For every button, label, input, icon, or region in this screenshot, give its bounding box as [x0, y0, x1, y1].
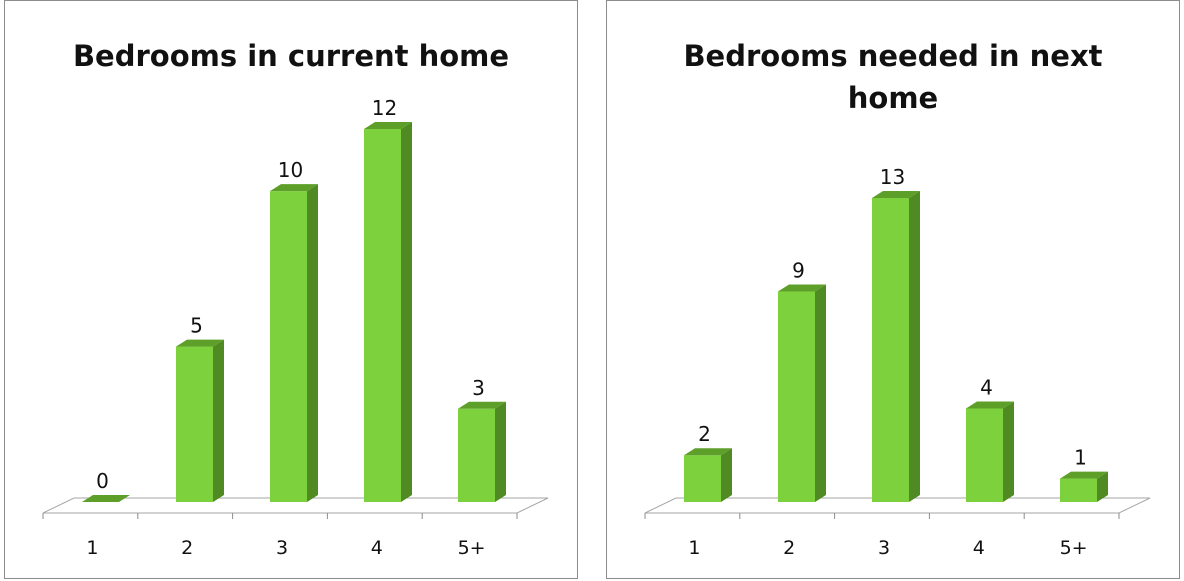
chart-panel-current-home: Bedrooms in current home 0 1 5 2 10 3 12 4 3 5+ [4, 0, 578, 579]
x-tick-label: 2 [783, 537, 795, 559]
bar-1 [684, 448, 732, 502]
bar-front [458, 408, 495, 502]
chart-title: Bedrooms in current home [72, 39, 510, 73]
bar-top [364, 122, 412, 129]
bar-top [82, 495, 130, 502]
bar-1 [82, 495, 130, 502]
bar-chart-next-home: 2 1 9 2 13 3 4 4 1 5+ [644, 165, 1151, 559]
bar-top [966, 401, 1014, 409]
data-label: 2 [698, 422, 711, 446]
x-tick-label: 2 [181, 537, 193, 559]
bar-top [270, 184, 318, 192]
x-tick-label: 1 [688, 537, 700, 559]
x-tick-label: 4 [973, 537, 985, 559]
bar-top [778, 284, 826, 292]
bar-front [364, 129, 401, 502]
bar-chart-current-home: 0 1 5 2 10 3 12 4 3 5+ [42, 96, 549, 559]
x-tick-label: 3 [276, 537, 288, 559]
bar-2 [778, 284, 826, 502]
bar-front [966, 408, 1003, 502]
bar-side [815, 284, 826, 502]
bar-front [684, 455, 721, 502]
data-label: 5 [190, 314, 203, 338]
bar-4 [364, 122, 412, 502]
chart-floor [42, 497, 549, 514]
bar-side [307, 184, 318, 502]
bar-front [176, 346, 213, 502]
x-tick-label: 3 [878, 537, 890, 559]
data-label: 13 [880, 165, 905, 189]
bar-top [176, 339, 224, 347]
bar-top [458, 401, 506, 409]
bar-3 [872, 191, 920, 502]
bar-5+ [458, 401, 506, 502]
bar-side [401, 122, 412, 502]
bar-4 [966, 401, 1014, 502]
data-label: 0 [96, 469, 109, 493]
chart-title: Bedrooms needed in next home [683, 39, 1103, 115]
bar-side [909, 191, 920, 502]
data-label: 12 [372, 96, 397, 120]
bar-side [1097, 471, 1108, 502]
data-label: 1 [1074, 446, 1087, 470]
bar-side [213, 339, 224, 502]
data-label: 10 [278, 158, 303, 182]
bar-front [1060, 478, 1097, 502]
bar-front [778, 291, 815, 502]
x-tick-label: 5+ [458, 537, 486, 559]
x-tick-label: 1 [86, 537, 98, 559]
bar-side [1003, 401, 1014, 502]
data-label: 9 [792, 259, 805, 283]
x-tick-label: 5+ [1060, 537, 1088, 559]
chart-floor [644, 497, 1151, 514]
data-label: 3 [472, 376, 485, 400]
bar-top [1060, 471, 1108, 479]
bar-front [872, 198, 909, 502]
bar-2 [176, 339, 224, 502]
bar-3 [270, 184, 318, 502]
x-tick-label: 4 [371, 537, 383, 559]
bar-side [495, 401, 506, 502]
data-label: 4 [980, 375, 993, 399]
bar-front [270, 191, 307, 502]
bar-top [684, 448, 732, 456]
chart-panel-next-home: Bedrooms needed in next home 2 1 9 2 13 3 4 4 1 5… [606, 0, 1180, 579]
bar-side [721, 448, 732, 502]
bar-5+ [1060, 471, 1108, 502]
bar-top [872, 191, 920, 198]
